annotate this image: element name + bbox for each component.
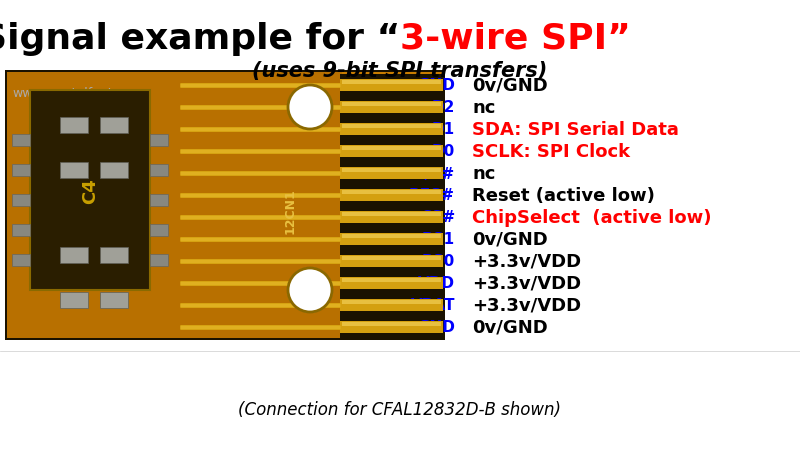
Text: 12CN1: 12CN1: [283, 188, 297, 233]
Bar: [340, 212, 443, 223]
Bar: [342, 256, 441, 260]
Text: D1: D1: [432, 122, 455, 137]
Bar: [150, 254, 168, 267]
Bar: [342, 124, 441, 128]
Bar: [100, 248, 128, 263]
Text: nc: nc: [472, 99, 495, 117]
Text: Signal example for “: Signal example for “: [0, 22, 400, 56]
Bar: [340, 119, 443, 141]
Bar: [60, 248, 88, 263]
Bar: [12, 165, 30, 177]
Bar: [340, 294, 443, 316]
Text: ChipSelect  (active low): ChipSelect (active low): [472, 208, 711, 227]
Bar: [150, 135, 168, 147]
Text: 0v/GND: 0v/GND: [472, 231, 548, 248]
Bar: [340, 102, 443, 114]
Bar: [342, 190, 441, 194]
Bar: [12, 195, 30, 207]
Bar: [60, 118, 88, 134]
Bar: [342, 322, 441, 326]
Text: SCLK: SPI Clock: SCLK: SPI Clock: [472, 143, 630, 161]
Bar: [342, 212, 441, 216]
Text: Reset (active low): Reset (active low): [472, 187, 655, 205]
Bar: [340, 250, 443, 273]
Text: CS#: CS#: [420, 210, 455, 225]
Text: C4: C4: [81, 178, 99, 203]
Bar: [340, 207, 443, 228]
Bar: [340, 185, 443, 207]
Bar: [340, 75, 443, 97]
Text: D0: D0: [432, 144, 455, 159]
Bar: [60, 162, 88, 179]
Bar: [340, 146, 443, 158]
Circle shape: [288, 268, 332, 312]
Bar: [340, 233, 443, 246]
Bar: [340, 167, 443, 180]
Bar: [342, 234, 441, 238]
Text: nc: nc: [472, 165, 495, 182]
Text: +3.3v/VDD: +3.3v/VDD: [472, 296, 581, 314]
Text: VBAT: VBAT: [410, 298, 455, 313]
Bar: [340, 97, 443, 119]
Text: RES#: RES#: [409, 188, 455, 203]
Bar: [340, 190, 443, 202]
Bar: [340, 278, 443, 289]
Bar: [340, 124, 443, 136]
Bar: [340, 299, 443, 311]
Bar: [150, 195, 168, 207]
Text: (uses 9-bit SPI transfers): (uses 9-bit SPI transfers): [252, 61, 548, 81]
Bar: [340, 80, 443, 92]
Bar: [100, 118, 128, 134]
Bar: [342, 278, 441, 282]
Text: 0v/GND: 0v/GND: [472, 318, 548, 336]
Bar: [7, 73, 443, 338]
Bar: [100, 162, 128, 179]
Bar: [342, 102, 441, 106]
Text: GND: GND: [417, 320, 455, 335]
Bar: [340, 141, 443, 162]
Bar: [5, 71, 445, 340]
Bar: [340, 273, 443, 294]
Text: +3.3v/VDD: +3.3v/VDD: [472, 274, 581, 293]
Bar: [340, 228, 443, 250]
Text: 0v/GND: 0v/GND: [472, 77, 548, 95]
Text: (Connection for CFAL12832D-B shown): (Connection for CFAL12832D-B shown): [238, 400, 562, 419]
Bar: [342, 146, 441, 151]
Bar: [150, 165, 168, 177]
Bar: [30, 91, 150, 290]
Bar: [150, 224, 168, 237]
Bar: [12, 224, 30, 237]
Bar: [100, 293, 128, 308]
Bar: [340, 321, 443, 334]
Bar: [7, 73, 342, 338]
Bar: [60, 293, 88, 308]
Bar: [340, 162, 443, 185]
Text: SDA: SPI Serial Data: SDA: SPI Serial Data: [472, 121, 679, 139]
Bar: [342, 81, 441, 85]
Text: GND: GND: [417, 78, 455, 93]
Bar: [342, 168, 441, 172]
Text: D/C#: D/C#: [413, 166, 455, 181]
Text: BS1: BS1: [422, 232, 455, 247]
Bar: [12, 135, 30, 147]
Bar: [342, 300, 441, 304]
Bar: [340, 255, 443, 268]
Text: 3-wire SPI”: 3-wire SPI”: [400, 22, 631, 56]
Text: VDD: VDD: [418, 276, 455, 291]
Text: www.crystalfontz.com: www.crystalfontz.com: [12, 87, 150, 100]
Bar: [340, 316, 443, 338]
Circle shape: [288, 86, 332, 130]
Text: D2: D2: [432, 100, 455, 115]
Bar: [12, 254, 30, 267]
Text: +3.3v/VDD: +3.3v/VDD: [472, 253, 581, 270]
Text: BS0: BS0: [422, 254, 455, 269]
